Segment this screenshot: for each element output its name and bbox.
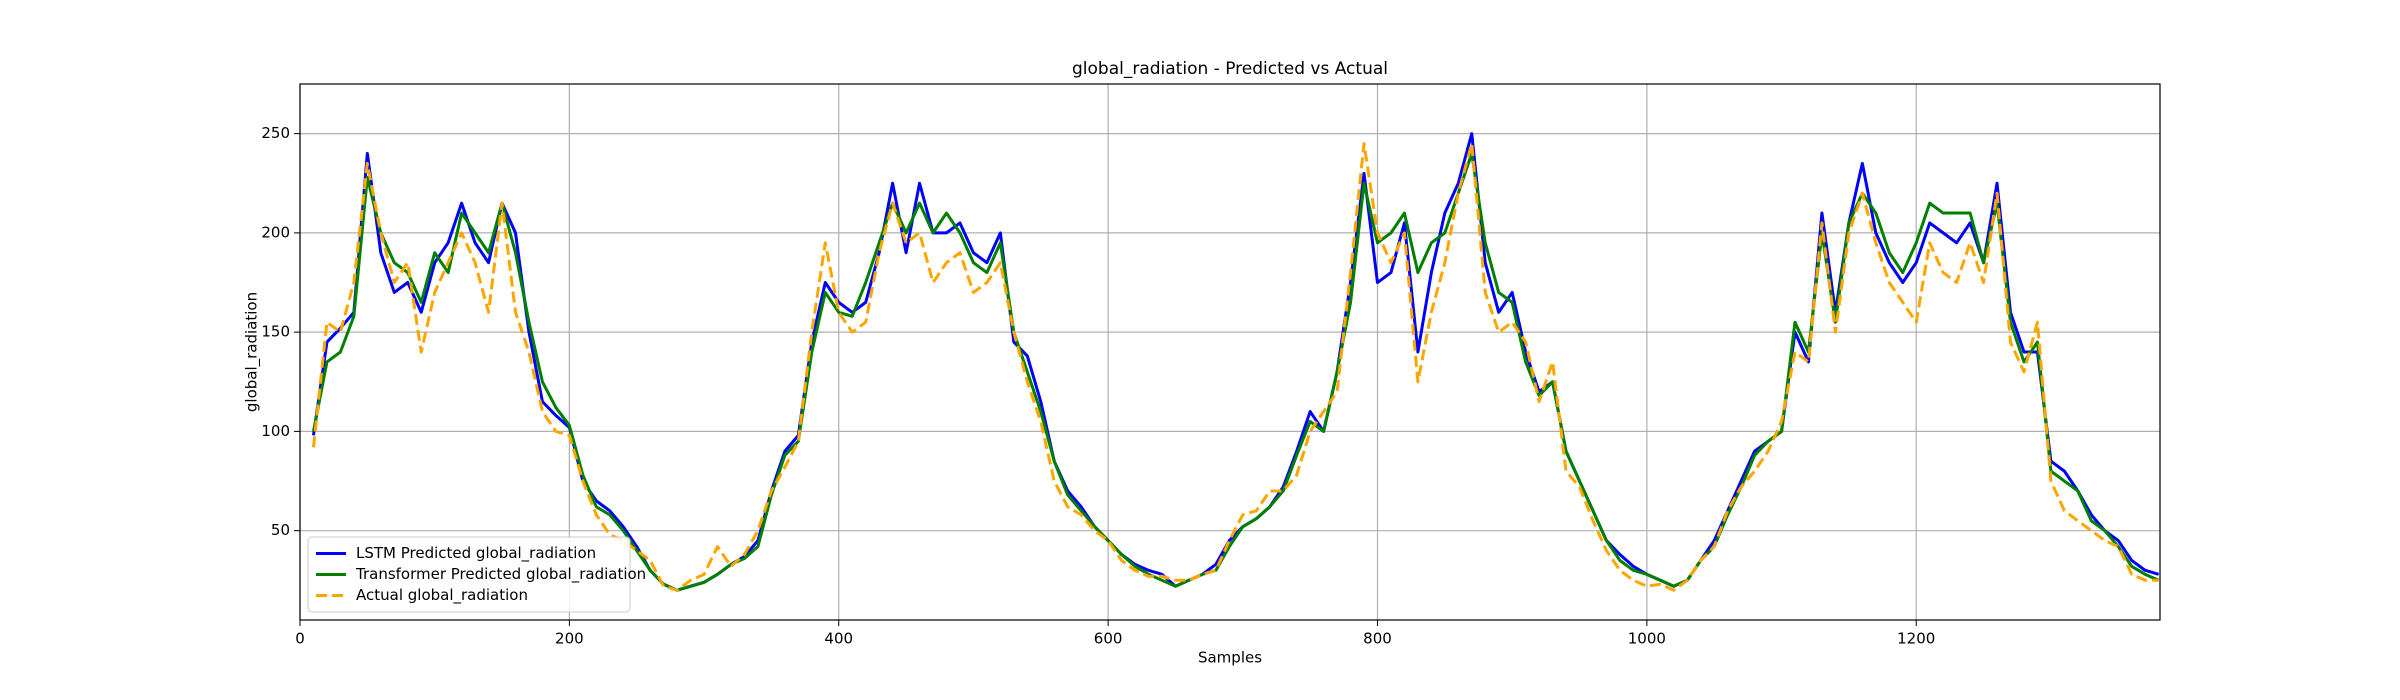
chart-title: global_radiation - Predicted vs Actual xyxy=(1072,59,1388,79)
x-axis-label: Samples xyxy=(1198,649,1262,667)
y-axis-label: global_radiation xyxy=(243,292,262,412)
y-tick-label: 100 xyxy=(261,422,290,440)
y-tick-label: 250 xyxy=(261,124,290,142)
y-tick-label: 200 xyxy=(261,223,290,241)
x-tick-label: 1200 xyxy=(1897,630,1935,648)
legend-label: LSTM Predicted global_radiation xyxy=(356,544,596,563)
y-tick-label: 150 xyxy=(261,323,290,341)
y-tick-label: 50 xyxy=(271,521,290,539)
legend-box xyxy=(307,536,631,613)
x-tick-label: 400 xyxy=(824,630,853,648)
series-line xyxy=(311,132,2160,592)
x-tick-label: 200 xyxy=(555,630,584,648)
legend-label: Transformer Predicted global_radiation xyxy=(355,565,646,584)
x-tick-label: 600 xyxy=(1094,630,1123,648)
legend-label: Actual global_radiation xyxy=(356,586,528,605)
x-tick-label: 1000 xyxy=(1628,630,1666,648)
series-line xyxy=(311,151,2160,592)
x-tick-label: 0 xyxy=(295,630,305,648)
legend: LSTM Predicted global_radiation Transform… xyxy=(307,536,646,613)
ticks: 0 200 400 600 800 1000 1200 50 100 150 200 250 xyxy=(261,124,1935,647)
x-tick-label: 800 xyxy=(1363,630,1392,648)
plot-frame xyxy=(299,83,2161,621)
